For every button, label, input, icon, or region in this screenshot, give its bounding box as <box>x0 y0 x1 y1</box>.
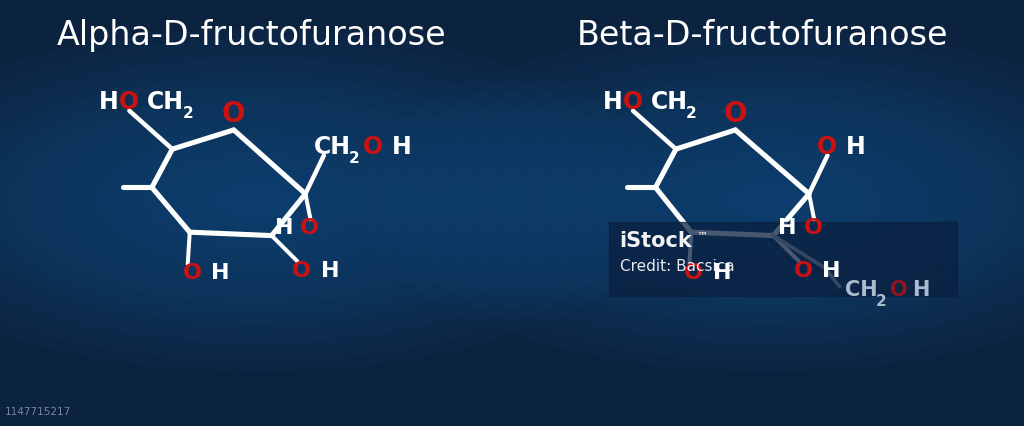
Text: H: H <box>846 135 865 159</box>
Text: O: O <box>684 264 703 283</box>
Text: H: H <box>778 218 797 238</box>
Text: CH: CH <box>845 280 878 300</box>
Text: O: O <box>222 100 246 128</box>
Text: H: H <box>391 135 412 159</box>
Text: O: O <box>724 100 748 128</box>
Text: 2: 2 <box>686 106 697 121</box>
Text: O: O <box>794 261 813 280</box>
Text: H: H <box>99 90 119 114</box>
Text: O: O <box>292 261 311 280</box>
Text: O: O <box>182 264 202 283</box>
Text: 1147715217: 1147715217 <box>4 407 71 417</box>
Text: Credit: Bacsica: Credit: Bacsica <box>620 259 734 274</box>
Text: H: H <box>603 90 623 114</box>
Text: H: H <box>321 261 339 280</box>
Bar <box>609 222 957 296</box>
Text: 2: 2 <box>348 151 359 166</box>
Text: O: O <box>119 90 139 114</box>
Text: iStock: iStock <box>620 231 692 250</box>
Text: Alpha-D-fructofuranose: Alpha-D-fructofuranose <box>56 19 446 52</box>
Text: H: H <box>211 264 229 283</box>
Text: H: H <box>274 218 293 238</box>
Text: 2: 2 <box>876 294 887 308</box>
Text: ™: ™ <box>696 232 708 242</box>
Text: CH: CH <box>313 135 350 159</box>
Text: O: O <box>804 218 823 238</box>
Text: O: O <box>362 135 383 159</box>
Text: Beta-D-fructofuranose: Beta-D-fructofuranose <box>578 19 948 52</box>
Text: CH: CH <box>650 90 687 114</box>
Text: O: O <box>890 280 907 300</box>
Text: H: H <box>713 264 731 283</box>
Text: 2: 2 <box>182 106 194 121</box>
Text: H: H <box>912 280 930 300</box>
Text: O: O <box>817 135 838 159</box>
Text: H: H <box>822 261 841 280</box>
Text: CH: CH <box>146 90 183 114</box>
Text: O: O <box>623 90 643 114</box>
Text: O: O <box>300 218 319 238</box>
